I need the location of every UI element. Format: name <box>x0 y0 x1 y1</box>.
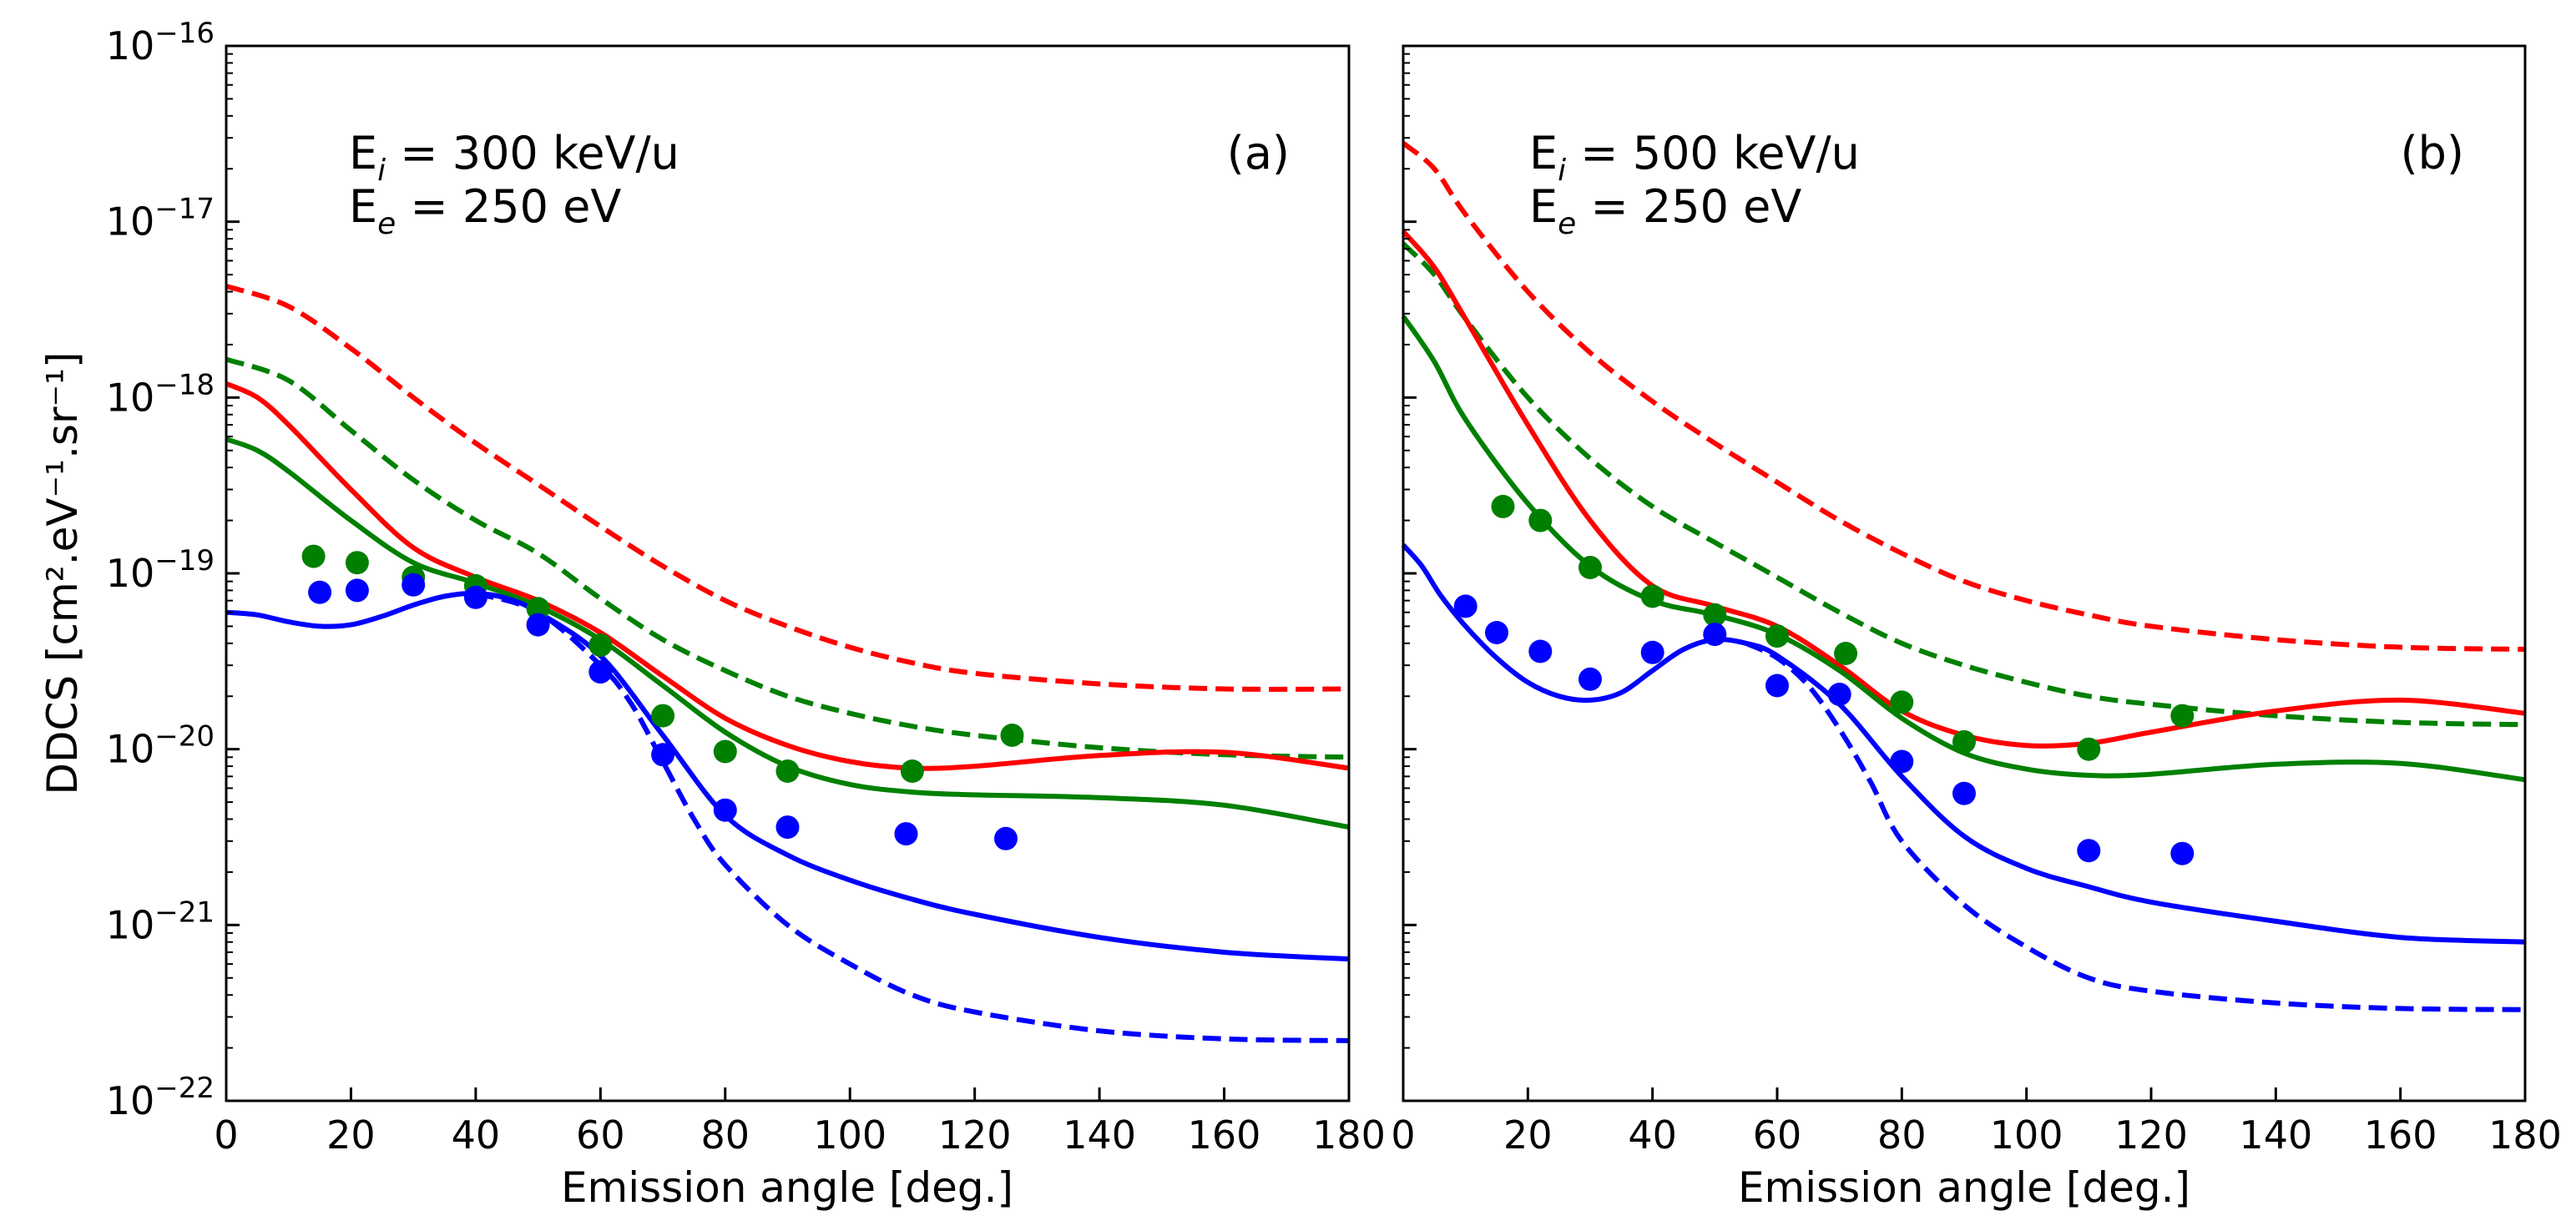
panel-a-green-solid-curve <box>225 436 1350 830</box>
panel-a-blue-data-point <box>402 573 426 597</box>
panel-a-blue-data-point <box>994 826 1018 850</box>
panel-b-xtick-label: 40 <box>1628 1112 1677 1158</box>
panel-a-blue-data-point <box>775 815 800 840</box>
panel-b-xtick-label: 160 <box>2364 1112 2437 1158</box>
panel-b-xtick-label: 0 <box>1391 1112 1415 1158</box>
panel-b-blue-data-point <box>1640 640 1664 664</box>
panel-b-xtick-label: 140 <box>2239 1112 2312 1158</box>
panel-b-xtick-label: 120 <box>2114 1112 2188 1158</box>
panel-a-green-dashed-curve <box>225 356 1350 760</box>
panel-a-green-data-point <box>1000 724 1024 747</box>
panel-b-green-data-point <box>2170 704 2195 728</box>
panel-a-green-data-point <box>588 633 613 658</box>
panel-a-red-dashed-curve <box>225 284 1350 692</box>
panel-b-green-dashed-curve <box>1401 241 2526 728</box>
panel-b-blue-data-point <box>1952 781 1976 805</box>
panel-a-blue-data-point <box>713 798 737 822</box>
ylabel: DDCS [cm².eV⁻¹.sr⁻¹] <box>38 351 87 795</box>
panel-b: 0 20 40 60 80 100 120 140 160 180 Emission angle … <box>1391 44 2562 1212</box>
panel-a-ytick-label: 10−19 <box>106 544 215 596</box>
panel-a-green-data-point <box>301 544 326 568</box>
panel-b-xtick-label: 60 <box>1753 1112 1802 1158</box>
panel-a-ytick-label: 10−18 <box>106 368 215 420</box>
panel-b-green-solid-curve <box>1401 315 2526 783</box>
panel-b-blue-data-point <box>1485 621 1508 644</box>
panel-b-blue-data-point <box>1827 683 1851 706</box>
panel-b-blue-data-point <box>1703 623 1727 647</box>
panel-b-green-data-point <box>1578 556 1602 579</box>
panel-a-frame <box>225 44 1351 1102</box>
panel-b-green-data-point <box>1890 690 1914 714</box>
panel-b-green-data-point <box>1528 508 1553 532</box>
panel-a-xtick-label: 120 <box>938 1112 1012 1158</box>
panel-a-red-solid-curve <box>225 381 1350 771</box>
panel-a-ytick-label: 10−21 <box>106 896 215 947</box>
panel-b-frame <box>1402 44 2527 1102</box>
panel-b-xlabel: Emission angle [deg.] <box>1738 1163 2190 1212</box>
panel-a-xtick-label: 20 <box>326 1112 376 1158</box>
panel-a: 0 20 40 60 80 100 120 140 160 180 10−22 10−21 10−20… <box>106 17 1386 1212</box>
panel-a-ee-annotation: Ee = 250 eV <box>349 180 621 241</box>
panel-b-green-data-point <box>1765 624 1789 648</box>
panel-a-xtick-label: 160 <box>1188 1112 1261 1158</box>
panel-b-blue-data-point <box>1578 667 1602 691</box>
panel-b-xtick-label: 20 <box>1503 1112 1553 1158</box>
panel-b-green-data-point <box>1491 494 1515 518</box>
panel-a-ei-value: 300 keV/u <box>452 127 679 179</box>
panel-a-xtick-label: 40 <box>452 1112 501 1158</box>
panel-b-ee-value: 250 eV <box>1643 180 1801 233</box>
panel-a-xtick-label: 180 <box>1312 1112 1386 1158</box>
panel-a-ytick-label: 10−22 <box>106 1072 215 1123</box>
panel-a-green-data-point <box>713 739 737 764</box>
panel-a-xtick-label: 60 <box>576 1112 625 1158</box>
panel-a-blue-data-point <box>463 585 487 609</box>
panel-b-ei-value: 500 keV/u <box>1633 127 1860 179</box>
panel-a-xtick-label: 80 <box>701 1112 750 1158</box>
panel-b-blue-data-point <box>2077 839 2101 863</box>
panel-a-xtick-label: 140 <box>1063 1112 1136 1158</box>
panel-b-green-data-point <box>1952 729 1976 754</box>
panel-a-green-data-point <box>345 551 369 575</box>
panel-b-green-data-point <box>1834 642 1858 665</box>
panel-a-blue-data-point <box>345 578 369 603</box>
panel-a-green-data-point <box>526 597 550 621</box>
panel-a-blue-data-point <box>588 660 613 684</box>
panel-b-blue-data-point <box>1890 749 1914 774</box>
panel-a-ytick-label: 10−17 <box>106 193 215 245</box>
panel-a-ee-value: 250 eV <box>462 180 621 233</box>
panel-a-blue-data-point <box>308 580 332 604</box>
panel-b-blue-dashed-curve <box>1745 641 2526 1012</box>
panel-b-green-data-point <box>1640 584 1664 608</box>
panel-b-label: (b) <box>2401 127 2464 179</box>
panel-a-ytick-label: 10−20 <box>106 720 215 772</box>
panel-a-blue-data-point <box>526 613 550 637</box>
panel-a-xtick-label: 100 <box>813 1112 886 1158</box>
panel-a-label: (a) <box>1227 127 1290 179</box>
panel-a-ei-annotation: Ei = 300 keV/u <box>349 127 679 188</box>
panel-b-red-dashed-curve <box>1402 141 2526 652</box>
panel-b-xtick-label: 180 <box>2488 1112 2562 1158</box>
panel-a-green-data-point <box>775 759 800 783</box>
panel-b-green-data-point <box>2077 737 2101 761</box>
panel-b-blue-data-point <box>1765 674 1789 698</box>
panel-a-ytick-label: 10−16 <box>106 17 215 68</box>
panel-a-blue-data-point <box>651 743 675 767</box>
panel-b-red-solid-curve <box>1401 230 2526 749</box>
panel-b-blue-data-point <box>1528 639 1553 663</box>
panel-a-xlabel: Emission angle [deg.] <box>561 1163 1013 1212</box>
panel-a-green-data-point <box>651 704 675 728</box>
panel-a-blue-data-point <box>894 822 918 846</box>
panel-b-xtick-label: 100 <box>1990 1112 2063 1158</box>
panel-b-xtick-label: 80 <box>1877 1112 1927 1158</box>
panel-b-ee-annotation: Ee = 250 eV <box>1529 180 1801 241</box>
panel-b-ei-annotation: Ei = 500 keV/u <box>1529 127 1860 188</box>
panel-b-blue-data-point <box>1453 594 1477 618</box>
panel-a-green-data-point <box>900 759 924 783</box>
panel-a-xtick-label: 0 <box>214 1112 238 1158</box>
panel-b-blue-data-point <box>2170 841 2195 865</box>
panel-a-blue-dashed-curve <box>475 591 1350 1043</box>
panel-b-green-data-point <box>1703 603 1727 627</box>
